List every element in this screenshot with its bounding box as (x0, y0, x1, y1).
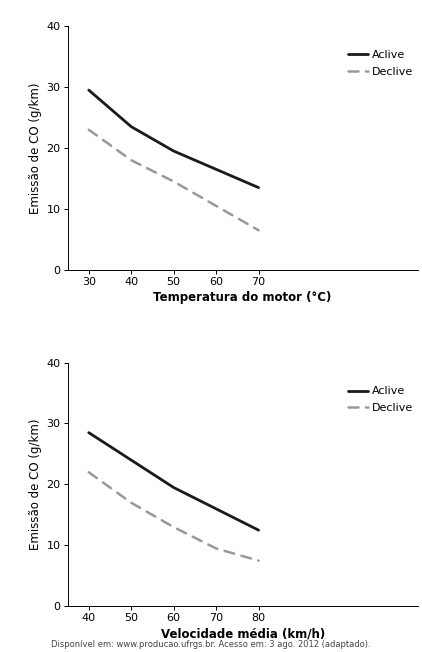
Aclive (256, 526, 261, 534)
Aclive (129, 123, 134, 130)
Line: Aclive: Aclive (89, 433, 259, 530)
Aclive (214, 166, 219, 173)
Aclive (171, 484, 176, 492)
Aclive (86, 86, 91, 94)
Aclive (86, 429, 91, 437)
Legend: Aclive, Declive: Aclive, Declive (343, 46, 418, 81)
Declive (171, 523, 176, 531)
Aclive (214, 505, 219, 512)
X-axis label: Velocidade média (km/h): Velocidade média (km/h) (160, 627, 325, 640)
Legend: Aclive, Declive: Aclive, Declive (343, 382, 418, 417)
Declive (214, 202, 219, 210)
Text: Disponível em: www.producao.ufrgs.br. Acesso em: 3 ago. 2012 (adaptado).: Disponível em: www.producao.ufrgs.br. Ac… (51, 640, 371, 649)
Declive (171, 177, 176, 185)
Declive (129, 156, 134, 164)
Aclive (129, 456, 134, 464)
Declive (214, 544, 219, 552)
Declive (129, 499, 134, 507)
Declive (86, 126, 91, 134)
Declive (256, 557, 261, 565)
Y-axis label: Emissão de CO (g/km): Emissão de CO (g/km) (29, 82, 42, 214)
Declive (256, 226, 261, 234)
Line: Declive: Declive (89, 130, 259, 230)
Line: Aclive: Aclive (89, 90, 259, 188)
Y-axis label: Emissão de CO (g/km): Emissão de CO (g/km) (29, 419, 42, 550)
Declive (86, 468, 91, 476)
Aclive (256, 184, 261, 192)
Aclive (171, 147, 176, 155)
Line: Declive: Declive (89, 472, 259, 561)
X-axis label: Temperatura do motor (°C): Temperatura do motor (°C) (154, 291, 332, 304)
